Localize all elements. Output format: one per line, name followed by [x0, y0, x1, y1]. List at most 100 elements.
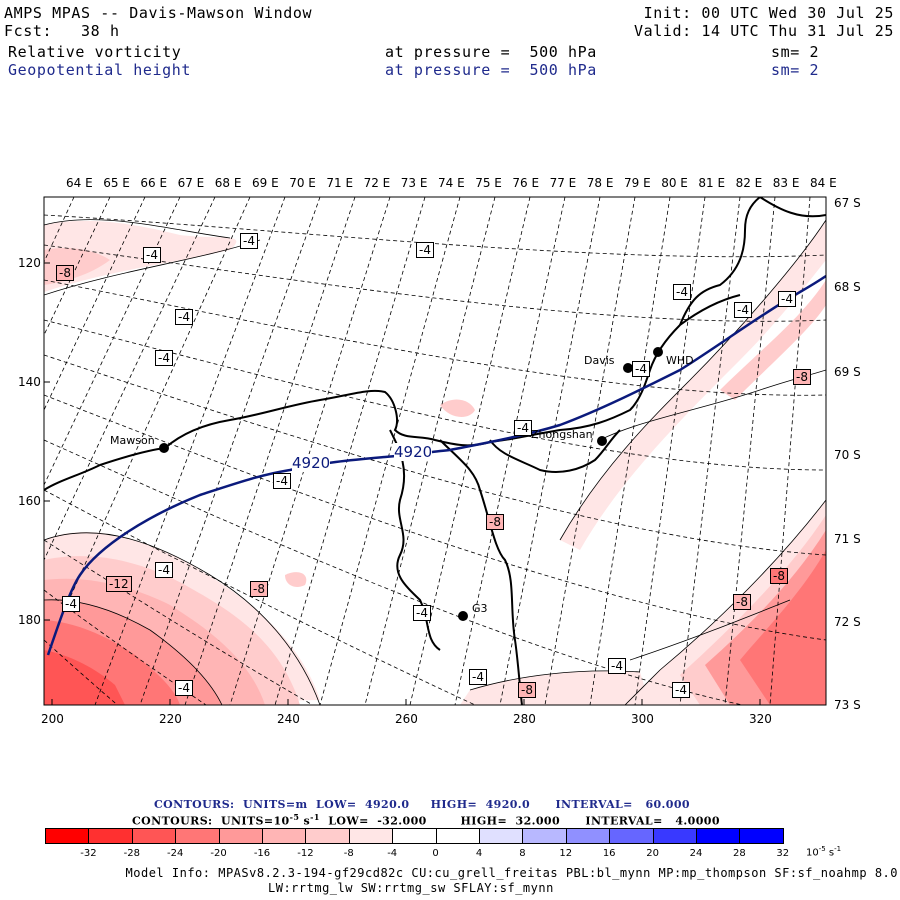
y-tick-label: 140 — [18, 375, 41, 389]
station-markers — [159, 347, 663, 621]
station-label-g3: G3 — [472, 602, 488, 615]
colorbar-tick-label: 8 — [519, 848, 526, 859]
colorbar-tick-label: 20 — [646, 848, 659, 859]
colorbar-swatch — [262, 828, 307, 844]
vorticity-value-label: -4 — [734, 302, 752, 318]
x-tick-label: 260 — [395, 712, 418, 726]
vorticity-value-label: -8 — [56, 265, 74, 281]
colorbar-tick-label: 32 — [776, 848, 790, 859]
lon-label: 76 E — [512, 176, 540, 190]
vorticity-value-label: -8 — [518, 682, 536, 698]
lon-label: 65 E — [103, 176, 130, 190]
vorticity-value-label: -4 — [240, 233, 258, 249]
colorbar-tick-label: -8 — [343, 848, 354, 859]
lon-label: 79 E — [624, 176, 651, 190]
model-info-line1: Model Info: MPASv8.2.3-194-gf29cd82c CU:… — [125, 866, 898, 880]
vorticity-value-label: -4 — [155, 562, 173, 578]
station-label-mawson: Mawson — [110, 434, 155, 447]
y-tick-label: 180 — [18, 613, 41, 627]
lon-label: 81 E — [698, 176, 726, 190]
forecast-hour: Fcst: 38 h — [4, 22, 120, 40]
field1-smoothing: sm= 2 — [771, 43, 820, 61]
colorbar-tick-label: -12 — [297, 848, 314, 859]
lon-label: 70 E — [289, 176, 316, 190]
station-whd-marker — [653, 347, 663, 357]
lat-label: 72 S — [834, 615, 861, 629]
x-tick-label: 320 — [749, 712, 772, 726]
station-davis-marker — [623, 363, 633, 373]
height-label-2: 4920 — [394, 443, 433, 461]
field2-name: Geopotential height — [8, 61, 191, 79]
colorbar-tick-label: -28 — [123, 848, 140, 859]
colorbar-tick-label: 24 — [689, 848, 703, 859]
lon-label: 73 E — [400, 176, 428, 190]
vorticity-value-label: -4 — [155, 350, 173, 366]
lon-label: 71 E — [326, 176, 354, 190]
colorbar-swatch — [175, 828, 220, 844]
lon-label: 72 E — [363, 176, 391, 190]
station-label-whd: WHD — [666, 354, 694, 367]
lon-label: 78 E — [586, 176, 614, 190]
station-g3-marker — [458, 611, 468, 621]
lon-label: 67 E — [177, 176, 205, 190]
map-panel — [43, 196, 827, 706]
height-contour-info: CONTOURS: UNITS=m LOW= 4920.0 HIGH= 4920… — [154, 798, 690, 811]
colorbar-tick-label: 0 — [432, 848, 439, 859]
colorbar-swatch — [88, 828, 133, 844]
vorticity-value-label: -4 — [175, 309, 193, 325]
y-tick-label: 160 — [18, 494, 41, 508]
map-frame — [43, 196, 827, 706]
x-tick-label: 240 — [277, 712, 300, 726]
lon-label: 80 E — [661, 176, 688, 190]
colorbar-swatch — [45, 828, 90, 844]
vorticity-value-label: -4 — [413, 605, 431, 621]
colorbar-swatch — [348, 828, 394, 844]
colorbar-swatch — [305, 828, 350, 844]
product-title: AMPS MPAS -- Davis-Mawson Window — [4, 4, 313, 22]
colorbar-tick-label: 4 — [475, 848, 483, 859]
vorticity-value-label: -4 — [514, 420, 532, 436]
colorbar-swatch — [218, 828, 263, 844]
vorticity-value-label: -4 — [62, 596, 80, 612]
lon-label: 69 E — [252, 176, 279, 190]
colorbar-tick-label: 28 — [733, 848, 746, 859]
field1-pressure: at pressure = 500 hPa — [385, 43, 597, 61]
vorticity-value-label: -4 — [273, 473, 291, 489]
lon-label: 77 E — [549, 176, 577, 190]
lon-label: 83 E — [772, 176, 800, 190]
lon-label: 66 E — [140, 176, 168, 190]
x-tick-label: 220 — [159, 712, 182, 726]
init-time: Init: 00 UTC Wed 30 Jul 25 — [643, 4, 894, 22]
colorbar-tick-label: -24 — [167, 848, 184, 859]
lon-label: 64 E — [66, 176, 93, 190]
lat-label: 70 S — [834, 448, 861, 462]
field2-pressure: at pressure = 500 hPa — [385, 61, 597, 79]
vorticity-value-label: -4 — [778, 291, 796, 307]
colorbar-tick-label: -16 — [253, 848, 271, 859]
colorbar-swatch — [652, 828, 697, 844]
vorticity-value-label: -4 — [672, 682, 690, 698]
colorbar-swatch — [435, 828, 480, 844]
station-label-davis: Davis — [584, 354, 615, 367]
station-mawson-marker — [159, 443, 169, 453]
colorbar-unit: 10-5 s-1 — [806, 845, 842, 859]
station-zhongshan-marker — [597, 436, 607, 446]
colorbar-swatch — [479, 828, 524, 844]
colorbar-swatch — [739, 828, 784, 844]
lon-label: 75 E — [475, 176, 502, 190]
vorticity-value-label: -4 — [632, 361, 650, 377]
vorticity-value-label: -4 — [175, 680, 193, 696]
model-info-line2: LW:rrtmg_lw SW:rrtmg_sw SFLAY:sf_mynn — [268, 881, 554, 895]
lon-label: 74 E — [438, 176, 465, 190]
vorticity-value-label: -12 — [106, 576, 132, 592]
lat-label: 69 S — [834, 365, 861, 379]
vorticity-value-label: -8 — [486, 514, 504, 530]
colorbar-swatch — [609, 828, 654, 844]
x-tick-label: 280 — [513, 712, 536, 726]
x-tick-label: 200 — [41, 712, 64, 726]
lat-label: 73 S — [834, 698, 861, 712]
latlon-grid — [44, 197, 826, 705]
lon-label: 68 E — [214, 176, 242, 190]
colorbar-tick-label: -32 — [80, 848, 97, 859]
colorbar-tick-label: 12 — [559, 848, 573, 859]
